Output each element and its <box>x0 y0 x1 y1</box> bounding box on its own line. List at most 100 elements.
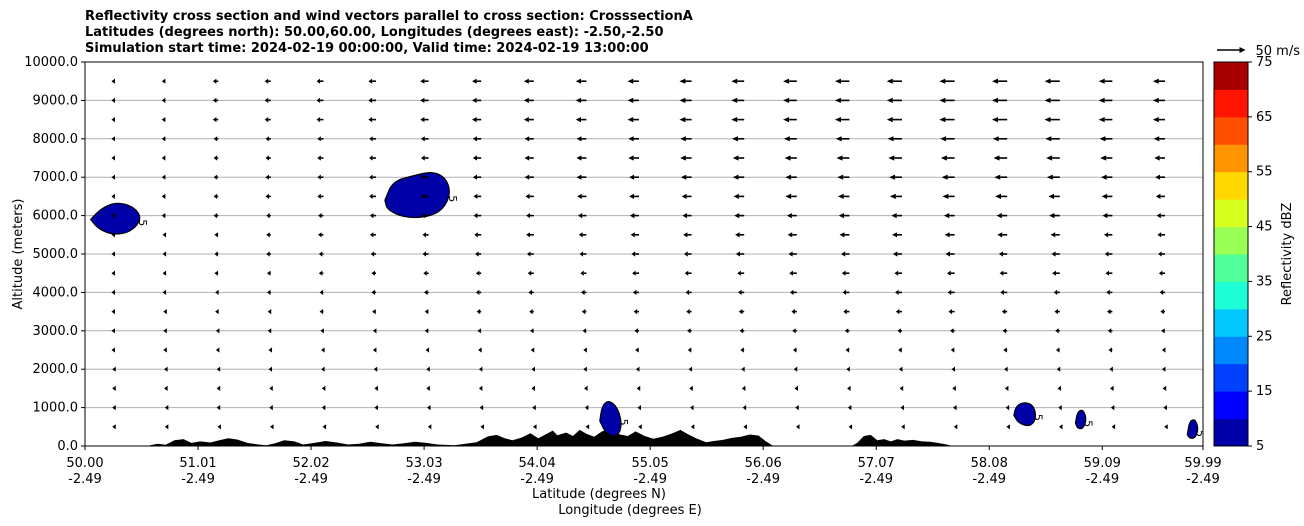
wind-vector <box>533 424 537 430</box>
vector-head <box>214 251 218 257</box>
vector-head <box>847 385 851 391</box>
wind-vector <box>164 385 168 391</box>
wind-vector <box>889 193 902 199</box>
wind-vector <box>952 385 956 391</box>
wind-vector <box>161 136 166 142</box>
wind-vector <box>477 328 482 334</box>
wind-vector <box>1049 213 1060 219</box>
vector-head <box>1102 213 1108 219</box>
vector-head <box>679 117 686 123</box>
wind-vector <box>215 289 219 295</box>
vector-head <box>1057 385 1061 391</box>
wind-vector <box>901 424 905 430</box>
vector-head <box>372 347 377 353</box>
vector-head <box>686 309 690 315</box>
vector-head <box>472 136 478 142</box>
vector-head <box>426 385 430 391</box>
wind-vector <box>737 270 745 276</box>
wind-vector <box>111 251 115 257</box>
wind-vector <box>369 136 376 142</box>
wind-vector <box>420 136 429 142</box>
vector-head <box>164 366 168 372</box>
wind-vector <box>317 136 324 142</box>
x-tick-label-lon: -2.49 <box>1085 472 1119 487</box>
vector-head <box>529 328 534 334</box>
vector-head <box>1044 78 1051 84</box>
vector-head <box>834 97 841 103</box>
x-tick-label-lon: -2.49 <box>746 472 780 487</box>
vector-head <box>577 193 582 199</box>
wind-vector <box>1001 309 1008 315</box>
x-tick-label-lon: -2.49 <box>181 472 215 487</box>
vector-head <box>479 405 484 411</box>
wind-vector <box>1104 251 1113 257</box>
y-tick-label: 8000.0 <box>33 132 79 147</box>
wind-vector <box>1155 193 1165 199</box>
vector-head <box>161 78 166 84</box>
chart-title-line1: Reflectivity cross section and wind vect… <box>85 9 693 24</box>
vector-head <box>1100 155 1107 161</box>
vector-head <box>632 270 636 276</box>
wind-vector <box>317 193 324 199</box>
colorbar-frame <box>1213 61 1249 447</box>
wind-vector <box>844 328 850 334</box>
wind-vector <box>265 174 271 180</box>
vector-head <box>321 385 326 391</box>
wind-vector <box>368 117 376 123</box>
vector-head <box>1056 366 1061 372</box>
colorbar-tick-label: 5 <box>1256 439 1264 454</box>
wind-vector <box>1164 424 1168 430</box>
vector-head <box>264 117 269 123</box>
vector-head <box>581 309 586 315</box>
vector-head <box>213 155 218 161</box>
vector-head <box>737 270 741 276</box>
wind-vector <box>523 97 534 103</box>
vector-head <box>321 347 325 353</box>
quiver-key-label: 50 m/s <box>1256 44 1301 59</box>
wind-vector <box>265 193 271 199</box>
wind-vector <box>628 136 639 142</box>
vector-head <box>834 78 841 84</box>
wind-vector <box>525 193 534 199</box>
wind-vector <box>1098 97 1113 103</box>
vector-head <box>212 117 217 123</box>
vector-head <box>111 309 115 315</box>
wind-vector <box>683 232 692 238</box>
x-tick-label-lon: -2.49 <box>1186 472 1220 487</box>
wind-vector <box>886 78 902 84</box>
vector-head <box>161 174 166 180</box>
wind-vector <box>426 385 430 391</box>
wind-vector <box>317 174 324 180</box>
wind-vector <box>944 232 955 238</box>
chart-title-line2: Latitudes (degrees north): 50.00,60.00, … <box>85 25 664 40</box>
wind-vector <box>1109 366 1113 372</box>
wind-vector <box>269 405 273 411</box>
vector-head <box>731 78 738 84</box>
wind-vector <box>1104 232 1113 238</box>
wind-vector <box>267 328 272 334</box>
reflectivity-cell <box>1013 402 1037 427</box>
wind-vector <box>575 78 587 84</box>
vector-head <box>369 213 374 219</box>
wind-vector <box>162 232 167 238</box>
y-tick-label: 6000.0 <box>33 209 79 224</box>
vector-head <box>372 328 377 334</box>
vector-head <box>741 366 745 372</box>
reflectivity-cells: 5 5 5 5 5 5 <box>89 171 1203 439</box>
vector-head <box>161 193 166 199</box>
vector-head <box>899 385 904 391</box>
wind-vector <box>213 213 219 219</box>
wind-vector <box>524 174 534 180</box>
colorbar-segment <box>1214 116 1248 145</box>
colorbar-tick-label: 65 <box>1256 110 1273 125</box>
wind-vector <box>953 424 958 430</box>
wind-vector <box>1152 78 1165 84</box>
vector-head <box>368 117 373 123</box>
colorbar-segment <box>1214 254 1248 282</box>
vector-head <box>581 289 585 295</box>
vector-head <box>1157 232 1162 238</box>
vector-head <box>1003 347 1007 353</box>
vector-head <box>473 193 478 199</box>
vector-head <box>792 328 796 334</box>
wind-vector <box>216 405 221 411</box>
